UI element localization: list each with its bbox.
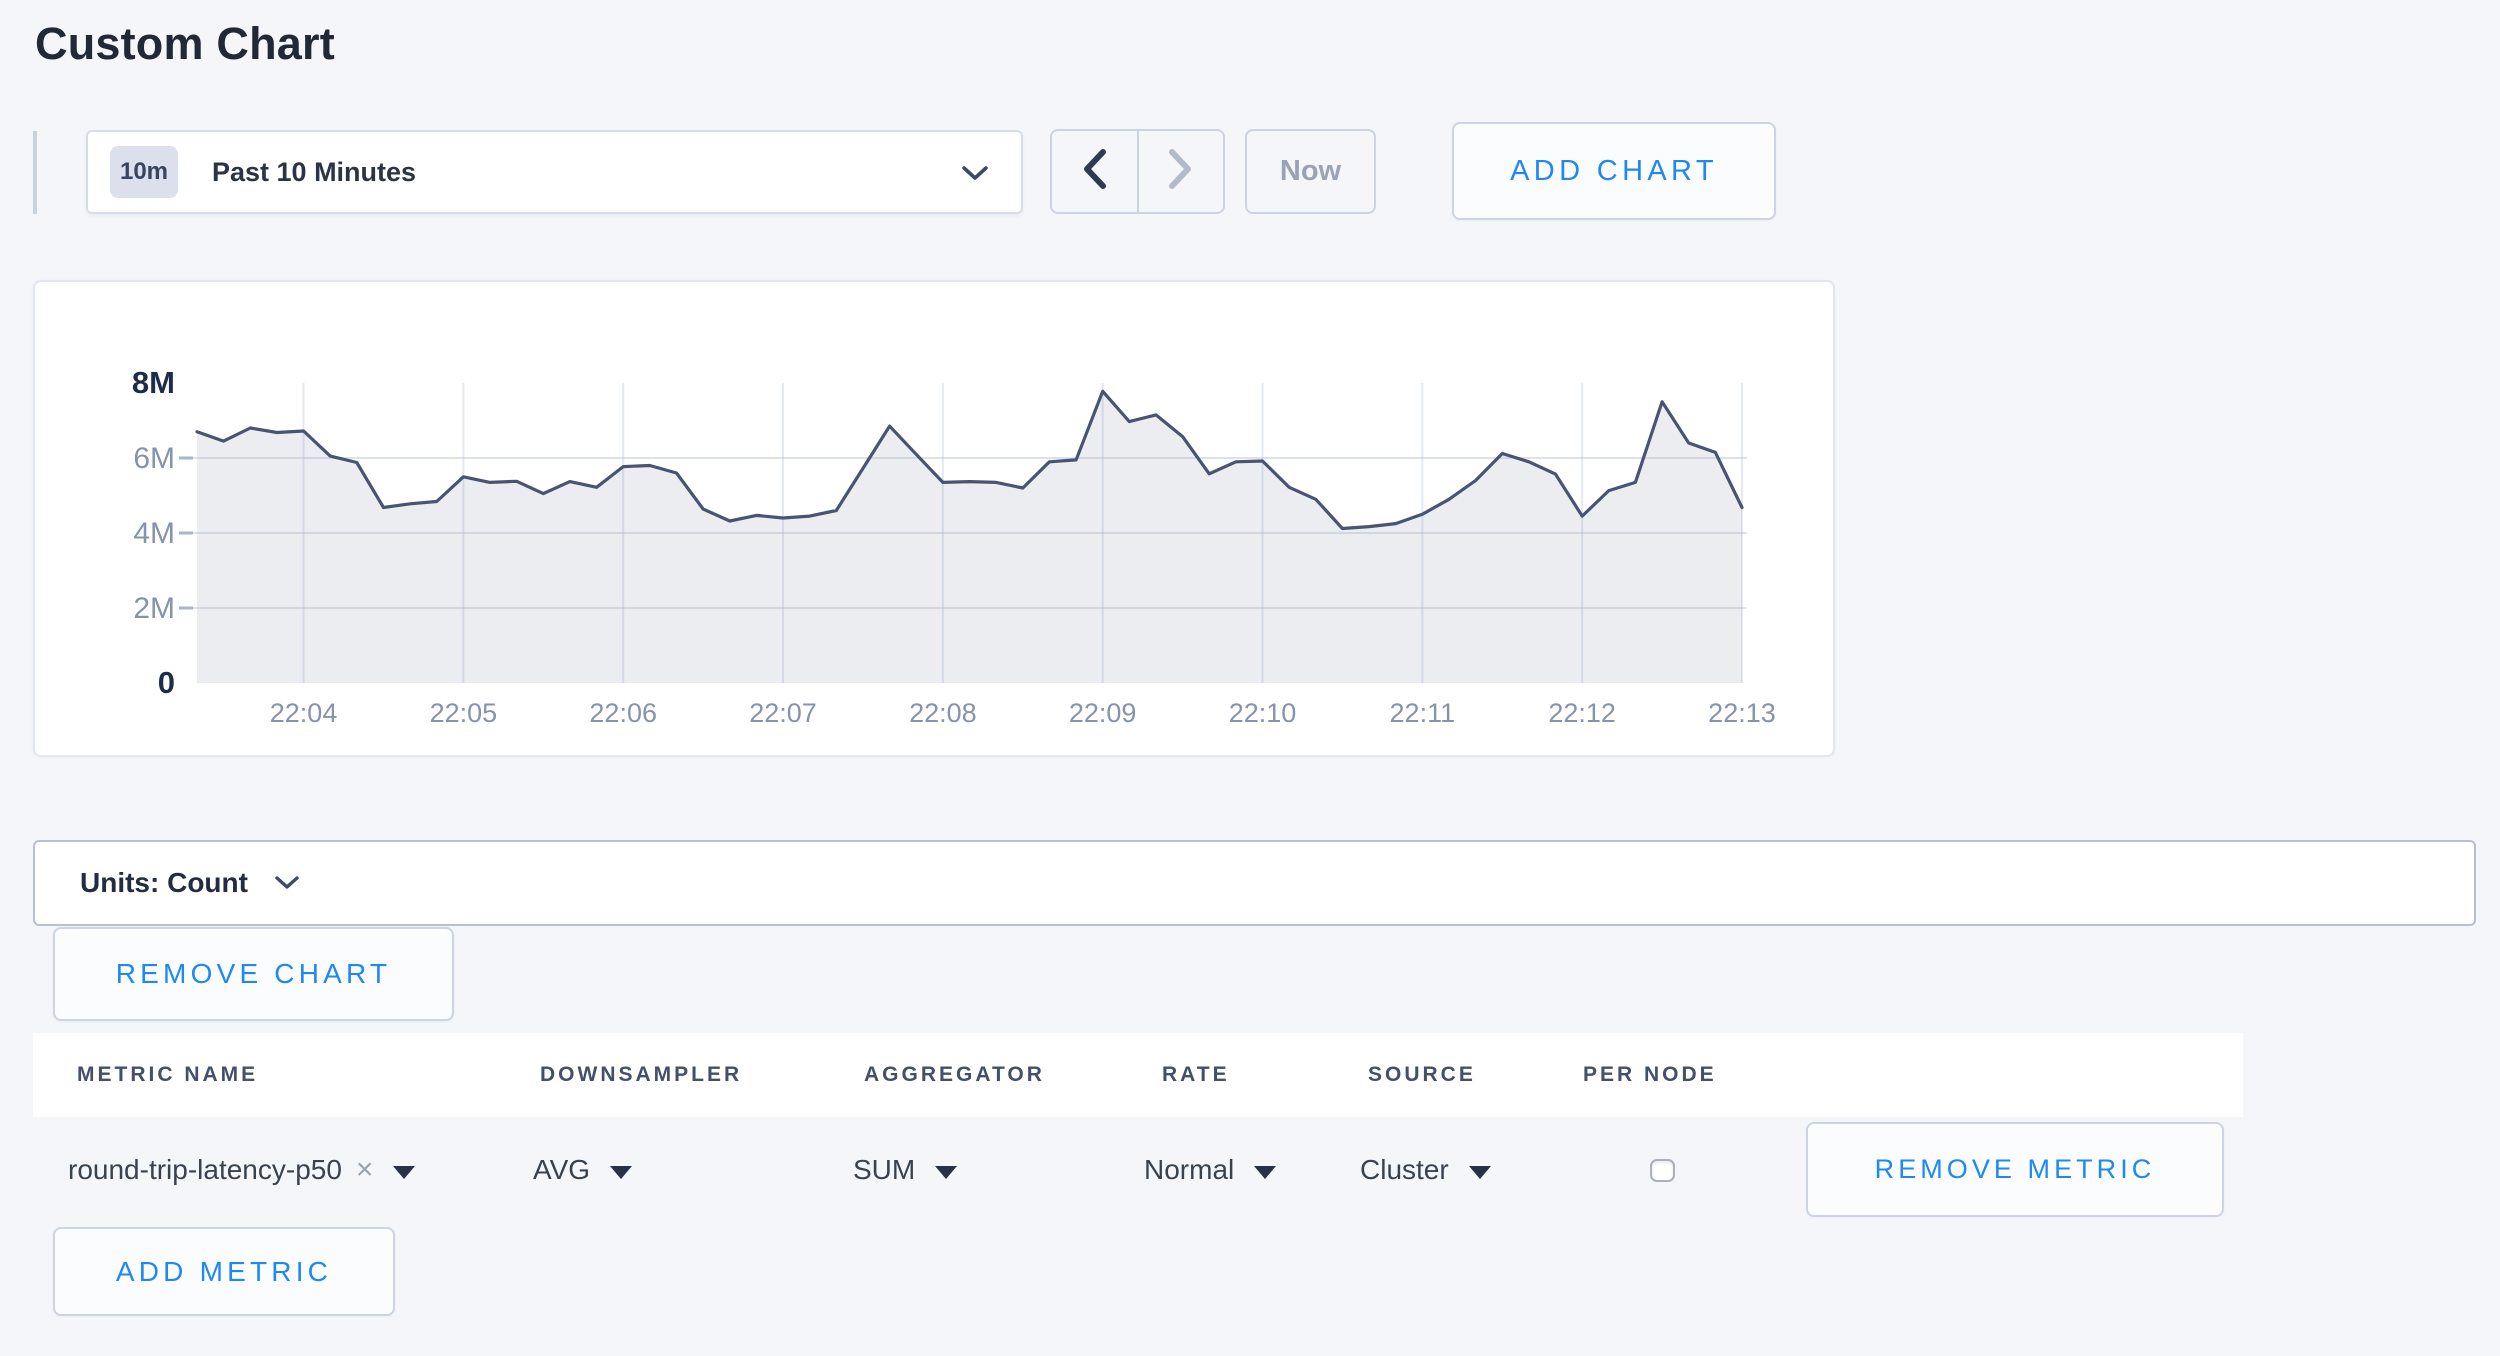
svg-text:22:06: 22:06 bbox=[589, 698, 657, 728]
rate-select[interactable]: Normal bbox=[1144, 1125, 1278, 1215]
time-range-badge: 10m bbox=[110, 146, 178, 198]
time-step-buttons bbox=[1050, 129, 1225, 214]
svg-text:0: 0 bbox=[158, 665, 175, 700]
svg-text:22:09: 22:09 bbox=[1069, 698, 1137, 728]
now-button[interactable]: Now bbox=[1245, 129, 1376, 214]
svg-text:6M: 6M bbox=[133, 442, 175, 475]
metric-name-value: round-trip-latency-p50 bbox=[68, 1154, 342, 1185]
svg-text:8M: 8M bbox=[132, 365, 175, 400]
column-header-aggregator: AGGREGATOR bbox=[864, 1063, 1045, 1086]
units-dropdown[interactable]: Units: Count bbox=[33, 840, 2476, 926]
svg-text:22:11: 22:11 bbox=[1390, 698, 1456, 728]
source-value: Cluster bbox=[1360, 1154, 1449, 1185]
caret-down-icon bbox=[610, 1166, 633, 1179]
toolbar-divider bbox=[33, 131, 37, 214]
aggregator-value: SUM bbox=[853, 1154, 916, 1185]
metrics-table-header: METRIC NAME DOWNSAMPLER AGGREGATOR RATE … bbox=[33, 1033, 2243, 1117]
chart-card: 0 2M 4M 6M 8M 22:04 22:05 22:06 22:07 22:08 22:09 2… bbox=[33, 280, 1835, 757]
svg-text:4M: 4M bbox=[133, 517, 175, 550]
downsampler-select[interactable]: AVG bbox=[533, 1125, 634, 1215]
remove-metric-button[interactable]: REMOVE METRIC bbox=[1806, 1122, 2224, 1217]
column-header-source: SOURCE bbox=[1368, 1063, 1476, 1086]
chevron-down-icon bbox=[961, 165, 989, 186]
metric-name-select[interactable]: round-trip-latency-p50 × bbox=[68, 1125, 417, 1215]
metric-row: round-trip-latency-p50 × AVG SUM Normal … bbox=[0, 1125, 2500, 1215]
downsampler-value: AVG bbox=[533, 1154, 591, 1185]
clear-metric-icon[interactable]: × bbox=[355, 1153, 374, 1186]
chevron-right-icon bbox=[1167, 148, 1195, 195]
prev-timeframe-button[interactable] bbox=[1052, 131, 1137, 212]
remove-chart-button[interactable]: REMOVE CHART bbox=[53, 927, 454, 1021]
chevron-down-icon bbox=[274, 875, 300, 895]
svg-text:22:13: 22:13 bbox=[1708, 698, 1776, 728]
column-header-rate: RATE bbox=[1162, 1063, 1230, 1086]
source-select[interactable]: Cluster bbox=[1360, 1125, 1493, 1215]
svg-text:2M: 2M bbox=[133, 592, 175, 625]
add-metric-button[interactable]: ADD METRIC bbox=[53, 1227, 395, 1316]
svg-text:22:10: 22:10 bbox=[1229, 698, 1297, 728]
aggregator-select[interactable]: SUM bbox=[853, 1125, 959, 1215]
column-header-metric-name: METRIC NAME bbox=[77, 1063, 259, 1086]
caret-down-icon bbox=[393, 1166, 416, 1179]
time-range-label: Past 10 Minutes bbox=[212, 156, 417, 187]
next-timeframe-button[interactable] bbox=[1136, 131, 1224, 212]
rate-value: Normal bbox=[1144, 1154, 1235, 1185]
caret-down-icon bbox=[1468, 1166, 1491, 1179]
timeseries-area-chart[interactable]: 0 2M 4M 6M 8M 22:04 22:05 22:06 22:07 22:08 22:09 2… bbox=[35, 282, 1837, 759]
time-range-dropdown[interactable]: 10m Past 10 Minutes bbox=[86, 130, 1023, 214]
add-chart-button[interactable]: ADD CHART bbox=[1452, 122, 1776, 220]
column-header-per-node: PER NODE bbox=[1583, 1063, 1717, 1086]
caret-down-icon bbox=[1254, 1166, 1277, 1179]
caret-down-icon bbox=[935, 1166, 958, 1179]
svg-text:22:08: 22:08 bbox=[909, 698, 977, 728]
column-header-downsampler: DOWNSAMPLER bbox=[540, 1063, 743, 1086]
units-label: Units: Count bbox=[80, 867, 248, 898]
chevron-left-icon bbox=[1080, 148, 1108, 195]
svg-text:22:04: 22:04 bbox=[270, 698, 338, 728]
svg-text:22:12: 22:12 bbox=[1548, 698, 1616, 728]
page-title: Custom Chart bbox=[35, 18, 335, 69]
svg-text:22:07: 22:07 bbox=[749, 698, 817, 728]
per-node-checkbox[interactable] bbox=[1650, 1159, 1675, 1182]
svg-text:22:05: 22:05 bbox=[430, 698, 498, 728]
